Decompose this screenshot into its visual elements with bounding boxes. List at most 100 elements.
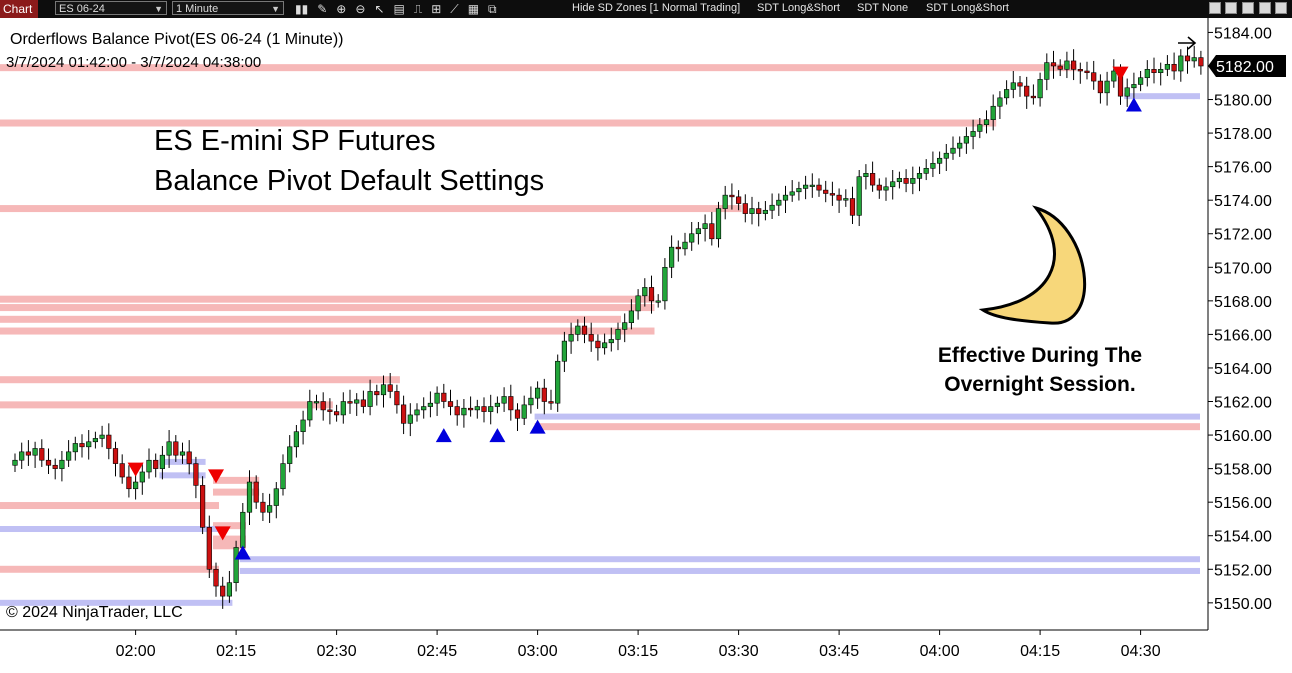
candle-body	[977, 124, 983, 132]
sell-signal-marker	[1112, 66, 1129, 81]
x-tick-label: 03:00	[518, 643, 558, 660]
candle-body	[1084, 70, 1090, 73]
price-chart[interactable]: 5150.00 5152.00 5154.00 5156.00 5158.00 5160.…	[0, 18, 1292, 673]
candle-body	[119, 463, 125, 478]
templates-icon[interactable]: ▦	[467, 2, 480, 16]
candle-body	[581, 325, 588, 335]
window-icon[interactable]	[1209, 2, 1221, 14]
resistance-zone	[0, 119, 997, 127]
candle-body	[25, 451, 32, 456]
data-box-icon[interactable]: ⊞	[431, 2, 442, 16]
candle-body	[675, 246, 681, 250]
candle-body	[923, 168, 929, 174]
candle-body	[756, 208, 762, 214]
resistance-zone	[0, 565, 219, 573]
chart-panel: 5150.00 5152.00 5154.00 5156.00 5158.00 5160.…	[0, 18, 1292, 673]
candle-body	[936, 157, 943, 164]
hide-sd-zones-button[interactable]: Hide SD Zones [1 Normal Trading]	[572, 2, 741, 14]
properties-icon[interactable]: ▤	[393, 2, 405, 16]
resistance-zone	[0, 205, 742, 213]
y-tick-label: 5166.00	[1214, 327, 1272, 344]
candle-body	[501, 396, 507, 404]
candle-body	[79, 443, 85, 448]
x-tick-label: 03:30	[719, 643, 759, 660]
indicator-icon[interactable]: ⧉	[488, 2, 497, 16]
candle-body	[287, 446, 293, 464]
candle-body	[226, 582, 233, 597]
candle-body	[702, 223, 708, 230]
minimize-icon[interactable]	[1242, 2, 1254, 14]
draw-pencil-icon[interactable]: ✎	[317, 2, 328, 16]
resistance-zone	[213, 488, 260, 496]
candle-body	[695, 228, 701, 235]
candle-body	[407, 414, 413, 424]
support-zone	[159, 472, 206, 479]
candle-body	[45, 459, 52, 466]
candle-body	[1144, 69, 1150, 79]
candle-body	[19, 451, 25, 461]
sell-signal-marker	[208, 469, 224, 484]
candle-body	[970, 131, 976, 137]
zoom-out-icon[interactable]: ⊖	[355, 2, 366, 16]
candle-body	[682, 241, 688, 250]
candle-body	[1131, 84, 1137, 89]
candle-body	[1071, 60, 1077, 70]
candle-body	[106, 434, 112, 449]
candle-body	[555, 360, 561, 404]
close-icon[interactable]	[1275, 2, 1287, 14]
candle-body	[481, 406, 487, 412]
candle-body	[32, 448, 38, 456]
last-price-label: 5182.00	[1216, 59, 1274, 76]
candle-body	[233, 547, 239, 584]
interval-select[interactable]: 1 Minute ▼	[172, 1, 284, 15]
candle-body	[400, 404, 407, 424]
resistance-zone	[0, 295, 655, 303]
buy-signal-marker	[529, 419, 546, 434]
window-list-icon[interactable]	[1225, 2, 1237, 14]
candle-body	[990, 105, 996, 120]
pointer-icon[interactable]: ↖	[374, 2, 385, 16]
candle-body	[266, 505, 273, 513]
candle-body	[99, 434, 105, 439]
candle-body	[1003, 89, 1010, 99]
candle-body	[273, 488, 279, 506]
bars-icon[interactable]: ▮▮	[295, 2, 309, 16]
candle-body	[869, 173, 876, 186]
resistance-zone	[213, 522, 246, 530]
instrument-select-value: ES 06-24	[59, 3, 105, 15]
zoom-in-icon[interactable]: ⊕	[336, 2, 347, 16]
candle-body	[722, 194, 728, 209]
candle-body	[467, 407, 474, 411]
chart-style-icon[interactable]: ⟋	[450, 2, 459, 16]
resistance-zone	[534, 423, 1200, 431]
candle-body	[421, 406, 427, 411]
sell-signal-marker	[127, 462, 144, 477]
strategy-icon[interactable]: ⎍	[413, 2, 423, 16]
x-tick-label: 04:30	[1121, 643, 1161, 660]
candle-body	[796, 188, 802, 193]
candle-body	[293, 431, 300, 448]
instrument-select[interactable]: ES 06-24 ▼	[55, 1, 167, 15]
sdt-none-button[interactable]: SDT None	[857, 2, 909, 14]
support-zone	[534, 413, 1200, 420]
overlay-title-line1: ES E-mini SP Futures	[154, 125, 436, 157]
sdt-long-short-button-2[interactable]: SDT Long&Short	[926, 2, 1009, 14]
x-tick-label: 02:45	[417, 643, 457, 660]
copyright: © 2024 NinjaTrader, LLC	[6, 604, 183, 621]
candle-body	[414, 409, 420, 416]
candle-body	[86, 441, 92, 448]
candle-body	[789, 191, 795, 196]
candle-body	[1151, 69, 1157, 73]
candle-body	[1097, 80, 1103, 94]
candle-body	[608, 339, 614, 344]
candle-body	[957, 142, 963, 149]
candle-body	[829, 193, 835, 196]
candle-body	[133, 481, 139, 490]
chart-tab[interactable]: Chart	[0, 0, 38, 18]
buy-signal-marker	[234, 545, 251, 560]
interval-select-value: 1 Minute	[176, 3, 219, 15]
maximize-icon[interactable]	[1259, 2, 1271, 14]
sdt-long-short-button[interactable]: SDT Long&Short	[757, 2, 840, 14]
resistance-zone	[0, 327, 655, 335]
candle-body	[427, 402, 434, 407]
